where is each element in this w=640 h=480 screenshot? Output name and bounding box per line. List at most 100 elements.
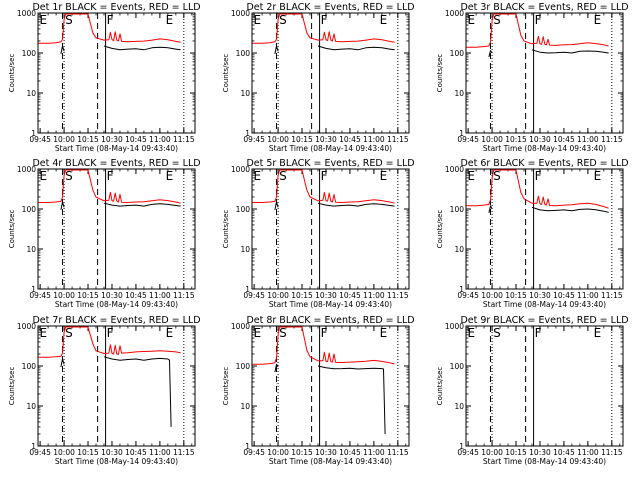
y-tick-label: 100 bbox=[22, 362, 37, 371]
interval-marker: E bbox=[40, 169, 48, 183]
y-axis-label: Counts/sec bbox=[222, 210, 230, 249]
y-tick-label: 1 bbox=[31, 129, 36, 138]
x-tick-label: 10:45 bbox=[339, 135, 361, 144]
interval-marker: F bbox=[321, 326, 328, 340]
panel-title: Det 5r BLACK = Events, RED = LLD bbox=[246, 158, 414, 169]
x-axis-label: Start Time (08-May-14 09:43:40) bbox=[55, 144, 178, 153]
panel-4: Det 4r BLACK = Events, RED = LLD 1 10 100 10… bbox=[8, 158, 201, 309]
interval-marker: E bbox=[254, 13, 262, 27]
x-axis-label: Start Time (08-May-14 09:43:40) bbox=[269, 457, 392, 466]
y-tick-label: 10 bbox=[26, 402, 36, 411]
y-tick-label: 1000 bbox=[17, 165, 36, 174]
y-tick-label: 1000 bbox=[231, 322, 250, 331]
x-tick-label: 09:45 bbox=[457, 448, 479, 457]
x-tick-label: 10:00 bbox=[53, 135, 75, 144]
x-tick-label: 11:00 bbox=[577, 135, 599, 144]
plot-frame bbox=[37, 12, 196, 134]
x-axis-label: Start Time (08-May-14 09:43:40) bbox=[483, 457, 606, 466]
series-line-events bbox=[488, 205, 609, 214]
interval-marker: E bbox=[40, 326, 48, 340]
x-tick-label: 09:45 bbox=[457, 135, 479, 144]
x-tick-label: 11:15 bbox=[601, 448, 623, 457]
x-tick-label: 11:15 bbox=[601, 135, 623, 144]
interval-marker: S bbox=[493, 169, 501, 183]
interval-marker: S bbox=[279, 326, 287, 340]
interval-marker: E bbox=[380, 326, 388, 340]
x-tick-label: 11:00 bbox=[149, 291, 171, 300]
x-tick-label: 09:45 bbox=[243, 448, 265, 457]
x-tick-label: 11:15 bbox=[173, 135, 195, 144]
panel-8: Det 8r BLACK = Events, RED = LLD 1 10 100 10… bbox=[222, 315, 415, 466]
y-tick-label: 1000 bbox=[445, 322, 464, 331]
x-tick-label: 09:45 bbox=[29, 448, 51, 457]
panel-title: Det 7r BLACK = Events, RED = LLD bbox=[32, 315, 200, 326]
interval-marker: E bbox=[254, 326, 262, 340]
x-tick-label: 10:00 bbox=[53, 448, 75, 457]
y-tick-label: 1000 bbox=[17, 9, 36, 18]
panel-6: Det 6r BLACK = Events, RED = LLD 1 10 100 10… bbox=[436, 158, 629, 309]
x-axis-label: Start Time (08-May-14 09:43:40) bbox=[55, 300, 178, 309]
x-tick-label: 09:45 bbox=[457, 291, 479, 300]
series-line-lld bbox=[38, 326, 181, 358]
y-tick-label: 100 bbox=[450, 205, 465, 214]
plot-frame bbox=[37, 325, 196, 447]
x-tick-label: 11:15 bbox=[601, 291, 623, 300]
x-tick-label: 10:30 bbox=[315, 448, 337, 457]
y-tick-label: 100 bbox=[450, 362, 465, 371]
interval-marker: S bbox=[493, 326, 501, 340]
x-tick-label: 10:45 bbox=[339, 448, 361, 457]
y-axis-label: Counts/sec bbox=[8, 210, 16, 249]
x-tick-label: 09:45 bbox=[29, 135, 51, 144]
x-axis-label: Start Time (08-May-14 09:43:40) bbox=[55, 457, 178, 466]
interval-marker: S bbox=[279, 13, 287, 27]
x-tick-label: 10:15 bbox=[291, 135, 313, 144]
x-tick-label: 10:00 bbox=[481, 448, 503, 457]
x-tick-label: 09:45 bbox=[243, 135, 265, 144]
plot-frame bbox=[251, 168, 410, 290]
interval-marker: E bbox=[594, 326, 602, 340]
x-tick-label: 10:45 bbox=[553, 291, 575, 300]
x-tick-label: 10:15 bbox=[77, 448, 99, 457]
x-axis-label: Start Time (08-May-14 09:43:40) bbox=[269, 300, 392, 309]
x-tick-label: 10:15 bbox=[505, 291, 527, 300]
y-tick-label: 100 bbox=[236, 49, 251, 58]
x-tick-label: 09:45 bbox=[29, 291, 51, 300]
y-tick-label: 1000 bbox=[231, 165, 250, 174]
y-tick-label: 10 bbox=[240, 402, 250, 411]
plot-frame bbox=[465, 168, 624, 290]
x-tick-label: 11:15 bbox=[173, 448, 195, 457]
y-tick-label: 1000 bbox=[445, 9, 464, 18]
panel-title: Det 8r BLACK = Events, RED = LLD bbox=[246, 315, 414, 326]
x-tick-label: 10:30 bbox=[315, 291, 337, 300]
y-tick-label: 1000 bbox=[231, 9, 250, 18]
interval-marker: F bbox=[535, 13, 542, 27]
interval-marker: S bbox=[65, 169, 73, 183]
interval-marker: F bbox=[107, 169, 114, 183]
x-tick-label: 11:15 bbox=[387, 291, 409, 300]
x-tick-label: 11:00 bbox=[363, 291, 385, 300]
panel-9: Det 9r BLACK = Events, RED = LLD 1 10 100 10… bbox=[436, 315, 629, 466]
x-tick-label: 10:30 bbox=[101, 448, 123, 457]
x-tick-label: 11:00 bbox=[149, 135, 171, 144]
x-tick-label: 11:15 bbox=[173, 291, 195, 300]
y-tick-label: 10 bbox=[454, 245, 464, 254]
series-line-events bbox=[274, 45, 395, 54]
plot-frame bbox=[251, 325, 410, 447]
y-tick-label: 1 bbox=[31, 285, 36, 294]
x-tick-label: 10:15 bbox=[77, 135, 99, 144]
x-tick-label: 10:30 bbox=[101, 291, 123, 300]
x-tick-label: 11:00 bbox=[577, 448, 599, 457]
x-tick-label: 10:00 bbox=[267, 291, 289, 300]
series-line-lld bbox=[252, 13, 395, 44]
x-tick-label: 10:00 bbox=[267, 448, 289, 457]
interval-marker: E bbox=[468, 169, 476, 183]
interval-marker: S bbox=[493, 13, 501, 27]
panel-3: Det 3r BLACK = Events, RED = LLD 1 10 100 10… bbox=[436, 2, 629, 153]
x-tick-label: 10:15 bbox=[505, 448, 527, 457]
panel-7: Det 7r BLACK = Events, RED = LLD 1 10 100 10… bbox=[8, 315, 201, 466]
y-tick-label: 100 bbox=[236, 205, 251, 214]
interval-marker: E bbox=[380, 169, 388, 183]
x-axis-label: Start Time (08-May-14 09:43:40) bbox=[483, 300, 606, 309]
interval-marker: S bbox=[65, 13, 73, 27]
x-tick-label: 10:00 bbox=[481, 291, 503, 300]
